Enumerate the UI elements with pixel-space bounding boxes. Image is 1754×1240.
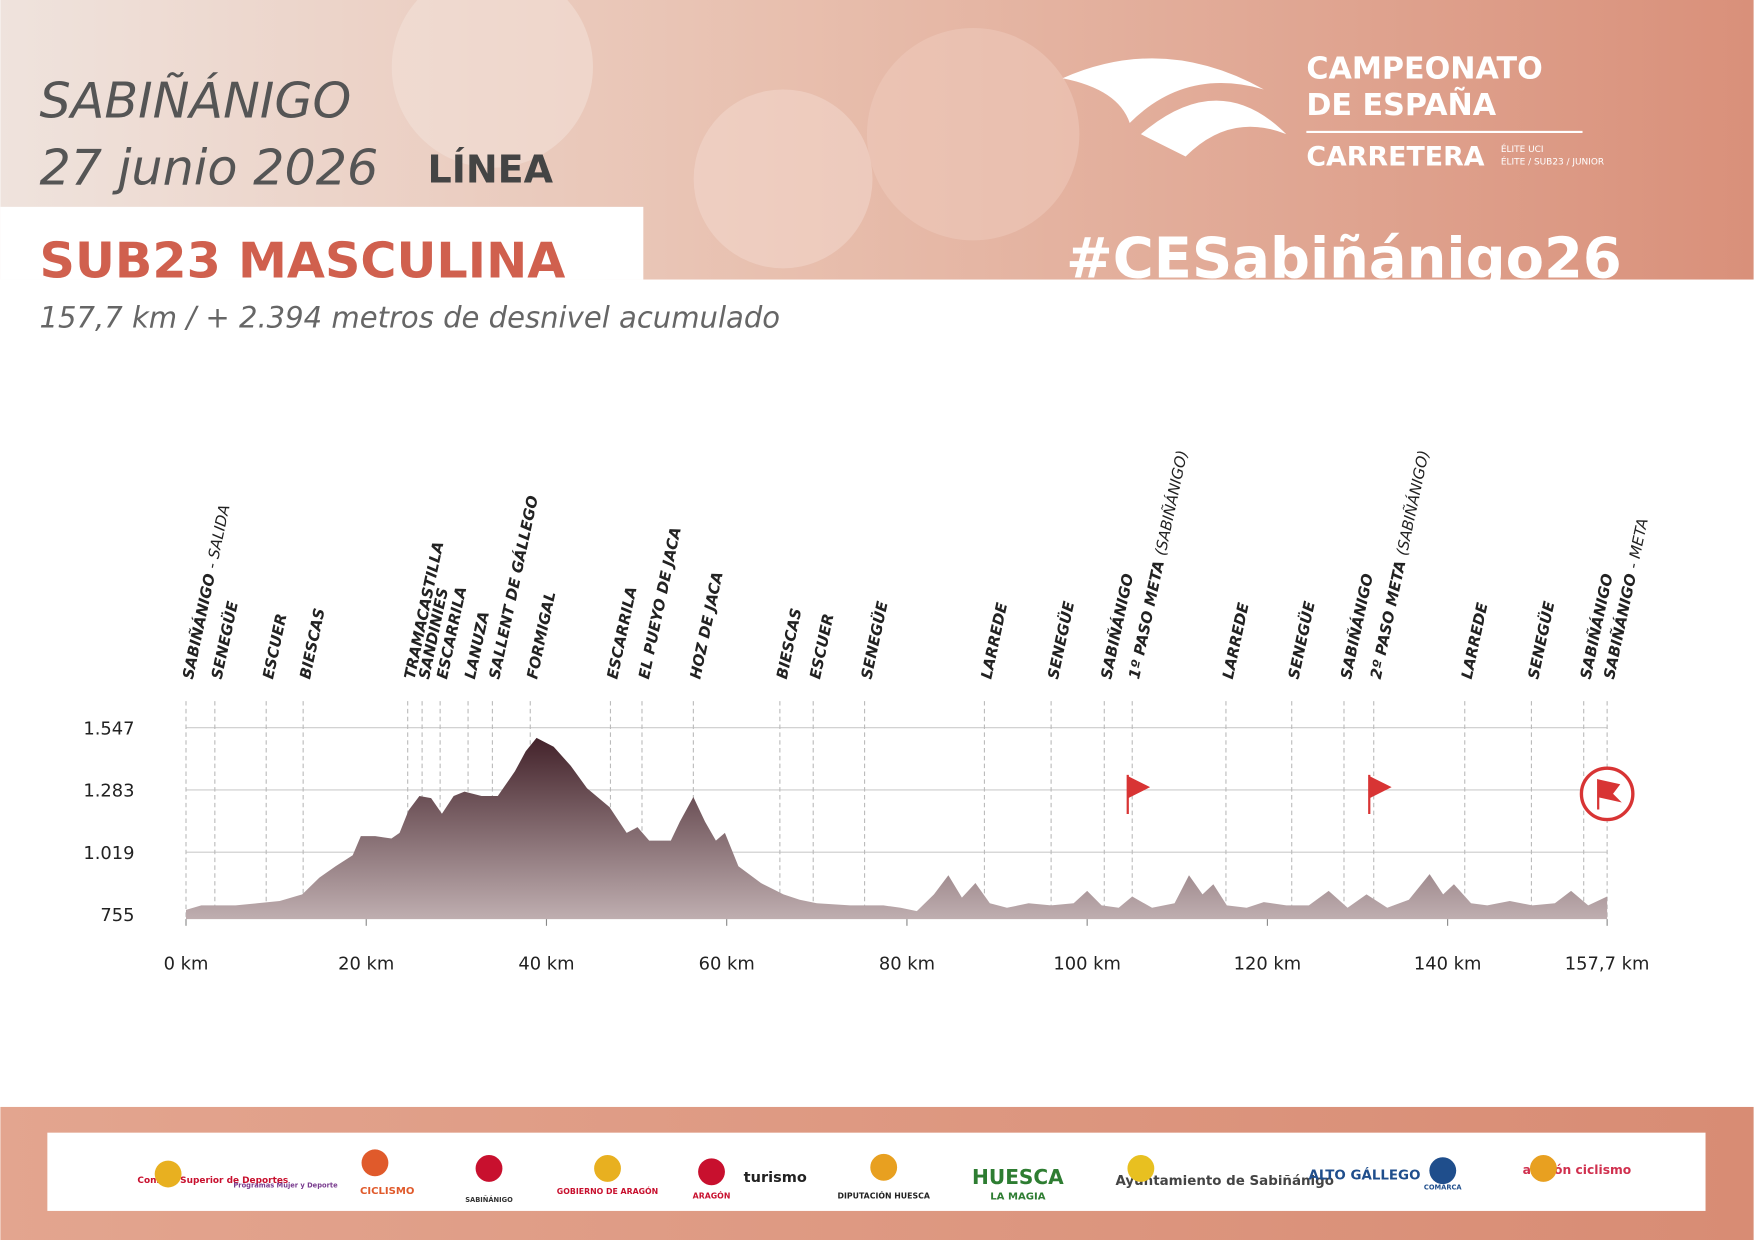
x-tick-label: 0 km xyxy=(164,953,209,974)
logo-tag: ÉLITE / SUB23 / JUNIOR xyxy=(1501,155,1604,167)
y-tick-label: 1.283 xyxy=(83,781,134,802)
waypoint-name: SENEGÜE xyxy=(1523,599,1558,681)
waypoint-name: SENEGÜE xyxy=(1043,599,1078,681)
logo-text: DE ESPAÑA xyxy=(1306,86,1496,123)
waypoint-label: LARREDE xyxy=(977,600,1011,680)
x-tick-label: 40 km xyxy=(518,953,574,974)
sponsor-icon xyxy=(1429,1157,1457,1185)
sponsor-text: LA MAGIA xyxy=(990,1192,1045,1203)
waypoint-name: HOZ DE JACA xyxy=(686,570,726,681)
sponsor-text: ARAGÓN xyxy=(693,1190,731,1201)
waypoint-label: EL PUEYO DE JACA xyxy=(635,525,685,680)
y-tick-label: 1.547 xyxy=(83,718,134,739)
y-tick-label: 755 xyxy=(100,905,134,926)
waypoint-label: SENEGÜE xyxy=(1043,599,1078,681)
category-box xyxy=(0,206,644,280)
x-tick-label: 80 km xyxy=(879,953,935,974)
waypoint-note: (SABIÑÁNIGO) xyxy=(1150,448,1191,557)
x-tick-label: 157,7 km xyxy=(1565,953,1650,974)
waypoint-label: SENEGÜE xyxy=(1523,599,1558,681)
sponsor-text: HUESCA xyxy=(972,1165,1064,1189)
waypoint-name: SENEGÜE xyxy=(857,599,892,681)
waypoint-label: SENEGÜE xyxy=(1284,599,1319,681)
waypoint-label: ESCUER xyxy=(806,612,837,681)
x-tick-label: 120 km xyxy=(1234,953,1302,974)
sponsor-text: SABIÑÁNIGO xyxy=(465,1195,513,1204)
waypoint-label: BIESCAS xyxy=(296,606,329,680)
waypoint-label: HOZ DE JACA xyxy=(686,570,726,681)
photo-shape xyxy=(866,27,1080,241)
photo-shape xyxy=(693,89,873,269)
sponsor-icon xyxy=(1529,1155,1557,1182)
logo-mark xyxy=(1062,58,1287,157)
sponsor-text: COMARCA xyxy=(1424,1184,1462,1192)
hashtag: #CESabiñánigo26 xyxy=(1066,226,1622,291)
logo-tag: ÉLITE UCI xyxy=(1501,143,1544,155)
waypoint-name: ESCUER xyxy=(259,612,290,681)
category: SUB23 MASCULINA xyxy=(40,231,566,289)
waypoint-label: FORMIGAL xyxy=(523,590,559,681)
elevation-area xyxy=(185,737,1608,920)
waypoint-label: LARREDE xyxy=(1458,600,1492,680)
sponsor-text: DIPUTACIÓN HUESCA xyxy=(838,1190,931,1201)
waypoint-note: - SALIDA xyxy=(202,503,233,570)
logo-text: CAMPEONATO xyxy=(1306,51,1542,86)
x-tick-label: 60 km xyxy=(699,953,755,974)
photo-shape xyxy=(391,0,593,168)
sponsor-icon xyxy=(1127,1155,1155,1182)
sponsor-icon xyxy=(594,1155,621,1182)
waypoint-name: LARREDE xyxy=(1219,600,1253,680)
finish-flag xyxy=(1597,779,1622,810)
waypoint-label: SENEGÜE xyxy=(857,599,892,681)
city: SABIÑÁNIGO xyxy=(40,70,352,129)
sponsor-text: GOBIERNO DE ARAGÓN xyxy=(557,1185,658,1196)
y-tick-label: 1.019 xyxy=(83,843,134,864)
waypoint-name: SENEGÜE xyxy=(1284,599,1319,681)
x-tick-label: 140 km xyxy=(1414,953,1482,974)
sponsor-text: Consejo Superior de Deportes xyxy=(137,1176,288,1186)
sponsor-icon xyxy=(475,1155,503,1182)
sponsor-icon xyxy=(698,1158,725,1186)
sponsor-text: turismo xyxy=(744,1170,807,1186)
waypoint-name: ESCARRILA xyxy=(603,585,640,681)
waypoint-name: BIESCAS xyxy=(296,606,329,680)
waypoint-note: (SABIÑÁNIGO) xyxy=(1392,448,1433,557)
waypoint-name: FORMIGAL xyxy=(523,590,559,681)
waypoint-label: ESCUER xyxy=(259,612,290,681)
waypoint-name: EL PUEYO DE JACA xyxy=(635,525,685,680)
sponsor-icon xyxy=(870,1153,898,1181)
sponsor-icon xyxy=(361,1149,389,1177)
x-tick-label: 20 km xyxy=(338,953,394,974)
waypoint-label: 2º PASO META(SABIÑÁNIGO) xyxy=(1366,448,1433,680)
waypoint-note: - META xyxy=(1624,517,1652,571)
waypoint-label: BIESCAS xyxy=(773,606,806,680)
waypoint-name: ESCUER xyxy=(806,612,837,681)
summary: 157,7 km / + 2.394 metros de desnivel ac… xyxy=(40,301,781,335)
sponsor-text: Programas Mujer y Deporte xyxy=(233,1181,338,1189)
sponsor-icon xyxy=(154,1160,182,1188)
flag xyxy=(1369,775,1392,799)
logo-text: CARRETERA xyxy=(1306,141,1484,172)
waypoint-label: SENEGÜE xyxy=(207,599,242,681)
waypoint-label: ESCARRILA xyxy=(603,585,640,681)
flag xyxy=(1127,775,1151,799)
waypoint-name: BIESCAS xyxy=(773,606,806,680)
format: LÍNEA xyxy=(428,147,554,191)
waypoint-label: 1º PASO META(SABIÑÁNIGO) xyxy=(1124,448,1191,680)
date: 27 junio 2026 xyxy=(40,138,379,196)
waypoint-name: LARREDE xyxy=(977,600,1011,680)
sponsor-text: CICLISMO xyxy=(360,1186,415,1197)
x-tick-label: 100 km xyxy=(1053,953,1121,974)
waypoint-name: SENEGÜE xyxy=(207,599,242,681)
waypoint-label: LARREDE xyxy=(1219,600,1253,680)
sponsor-text: Ayuntamiento de Sabiñánigo xyxy=(1116,1173,1334,1189)
sponsor-text: ALTO GÁLLEGO xyxy=(1309,1167,1421,1184)
waypoint-name: LARREDE xyxy=(1458,600,1492,680)
